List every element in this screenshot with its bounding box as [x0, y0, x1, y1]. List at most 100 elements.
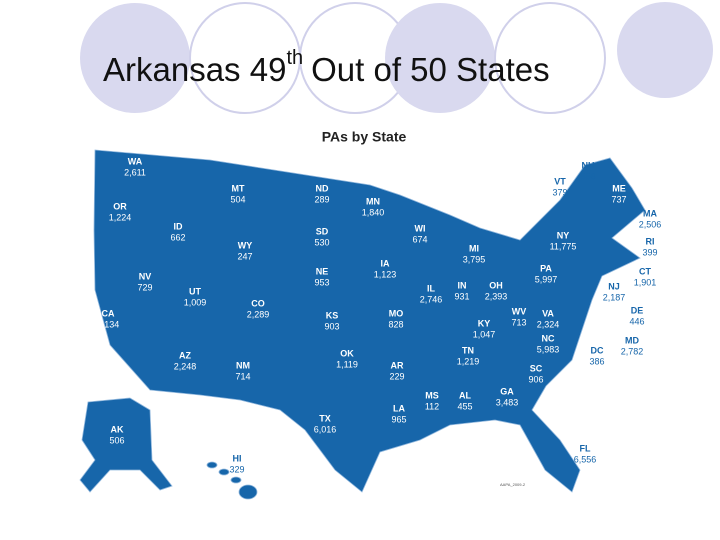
state-abbr: MA — [643, 208, 657, 218]
state-value: 399 — [642, 247, 657, 257]
state-abbr: GA — [500, 386, 514, 396]
state-abbr: PA — [540, 263, 552, 273]
state-abbr: SC — [530, 363, 543, 373]
circle — [494, 2, 606, 114]
state-abbr: IN — [458, 280, 467, 290]
decor-circles — [80, 2, 713, 114]
state-value: 2,289 — [247, 309, 270, 319]
state-abbr: WA — [128, 156, 143, 166]
state-value: 112 — [425, 401, 439, 411]
state-abbr: ID — [174, 221, 184, 231]
state-value: 729 — [137, 282, 152, 292]
state-value: 379 — [552, 187, 567, 197]
state-value: 5,983 — [537, 344, 560, 354]
state-value: 2,611 — [124, 167, 146, 177]
state-value: 506 — [109, 435, 124, 445]
state-abbr: AR — [391, 360, 404, 370]
state-value: 556 — [580, 171, 595, 181]
state-abbr: SD — [316, 226, 329, 236]
state-value: 2,782 — [621, 346, 644, 356]
state-value: 229 — [389, 371, 404, 381]
state-abbr: VT — [554, 176, 566, 186]
state-value: 965 — [391, 414, 406, 424]
state-value: 737 — [611, 194, 626, 204]
state-value: 1,219 — [457, 356, 480, 366]
state-value: 2,187 — [603, 292, 626, 302]
hawaii-island — [230, 476, 242, 484]
state-value: 11,775 — [550, 241, 577, 251]
state-abbr: MS — [425, 390, 439, 400]
map-title: PAs by State — [322, 129, 407, 145]
hawaii-island — [218, 468, 230, 476]
state-abbr: TX — [319, 413, 331, 423]
state-value: 5,997 — [535, 274, 558, 284]
state-value: 446 — [629, 316, 644, 326]
state-value: 329 — [229, 464, 244, 474]
state-value: 1,047 — [473, 329, 496, 339]
state-abbr: OR — [113, 201, 127, 211]
state-value: 530 — [314, 237, 329, 247]
state-abbr: FL — [580, 443, 591, 453]
title-text: Out of 50 States — [311, 51, 549, 88]
state-abbr: UT — [189, 286, 201, 296]
state-abbr: DC — [591, 345, 604, 355]
state-abbr: NJ — [608, 281, 620, 291]
state-abbr: WY — [238, 240, 253, 250]
state-value: 713 — [511, 317, 526, 327]
state-value: 1,119 — [336, 359, 358, 369]
hawaii-island — [206, 461, 218, 469]
state-value: 1,840 — [362, 207, 385, 217]
state-abbr: NC — [542, 333, 555, 343]
state-abbr: LA — [393, 403, 405, 413]
state-abbr: MT — [232, 183, 245, 193]
title-text: Arkansas 49 — [103, 51, 286, 88]
state-abbr: OH — [489, 280, 503, 290]
state-value: 1,224 — [109, 212, 132, 222]
state-abbr: MO — [389, 308, 404, 318]
state-abbr: WI — [415, 223, 426, 233]
state-value: 247 — [237, 251, 252, 261]
state-abbr: NM — [236, 360, 250, 370]
state-value: 455 — [457, 401, 472, 411]
state-abbr: MN — [366, 196, 380, 206]
alaska — [79, 397, 173, 493]
circle — [385, 3, 495, 113]
continental-us — [93, 149, 646, 493]
state-value: 386 — [589, 356, 604, 366]
footnote: AAPA_2009-2 — [500, 482, 526, 487]
state-abbr: CA — [102, 308, 115, 318]
state-value: 3,483 — [496, 397, 519, 407]
state-abbr: KS — [326, 310, 339, 320]
state-abbr: HI — [233, 453, 242, 463]
state-abbr: NY — [557, 230, 570, 240]
state-abbr: DE — [631, 305, 644, 315]
state-abbr: AZ — [179, 350, 191, 360]
state-value: 953 — [314, 277, 329, 287]
state-abbr: RI — [646, 236, 655, 246]
state-abbr: AL — [459, 390, 471, 400]
state-value: 906 — [528, 374, 543, 384]
state-abbr: TN — [462, 345, 474, 355]
state-value: 6,016 — [314, 424, 337, 434]
state-abbr: NV — [139, 271, 152, 281]
state-value: 2,393 — [485, 291, 508, 301]
state-abbr: NE — [316, 266, 329, 276]
state-value: 1,901 — [634, 277, 657, 287]
state-abbr: CT — [639, 266, 651, 276]
state-value: 504 — [230, 194, 245, 204]
hawaii-island — [238, 484, 258, 500]
state-value: 1,123 — [374, 269, 397, 279]
state-value: 9,134 — [97, 319, 120, 329]
state-abbr: WV — [512, 306, 527, 316]
state-value: 1,009 — [184, 297, 207, 307]
state-abbr: ND — [316, 183, 329, 193]
state-value: 289 — [314, 194, 329, 204]
state-value: 931 — [454, 291, 469, 301]
state-value: 3,795 — [463, 254, 486, 264]
state-abbr: MI — [469, 243, 479, 253]
state-abbr: OK — [340, 348, 354, 358]
circle — [80, 3, 190, 113]
state-value: 6,556 — [574, 454, 597, 464]
state-abbr: VA — [542, 308, 554, 318]
